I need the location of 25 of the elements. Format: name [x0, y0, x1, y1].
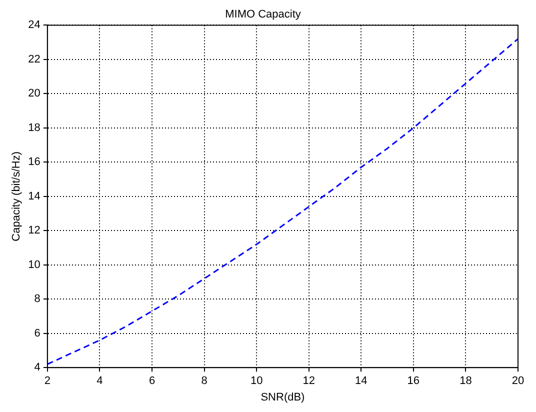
x-tick-label: 10	[250, 375, 263, 388]
x-tick-label: 20	[512, 375, 524, 388]
x-tick-label: 14	[355, 375, 368, 388]
x-tick-label: 8	[201, 375, 208, 388]
y-tick-label: 18	[28, 122, 40, 134]
y-tick-label: 14	[28, 190, 40, 202]
y-tick-label: 24	[28, 19, 40, 32]
y-tick-label: 22	[28, 53, 40, 66]
line-series	[47, 38, 518, 365]
x-tick-label: 12	[302, 375, 315, 388]
x-tick-label: 6	[148, 375, 156, 388]
chart-title: MIMO Capacity	[225, 8, 302, 21]
y-tick-label: 20	[28, 88, 40, 100]
y-tick-label: 16	[28, 156, 40, 168]
x-tick-label: 16	[407, 375, 420, 388]
x-tick-label: 18	[460, 375, 472, 388]
y-tick-label: 10	[28, 258, 40, 271]
y-tick-label: 6	[34, 327, 40, 340]
y-tick-label: 4	[34, 362, 40, 374]
y-tick-label: 12	[28, 224, 40, 237]
x-axis-title: SNR(dB)	[260, 391, 305, 404]
x-tick-label: 2	[44, 375, 50, 388]
x-tick-label: 4	[96, 375, 103, 388]
y-axis-title: Capacity (bit/s/Hz)	[10, 151, 23, 242]
y-tick-label: 8	[34, 293, 40, 306]
